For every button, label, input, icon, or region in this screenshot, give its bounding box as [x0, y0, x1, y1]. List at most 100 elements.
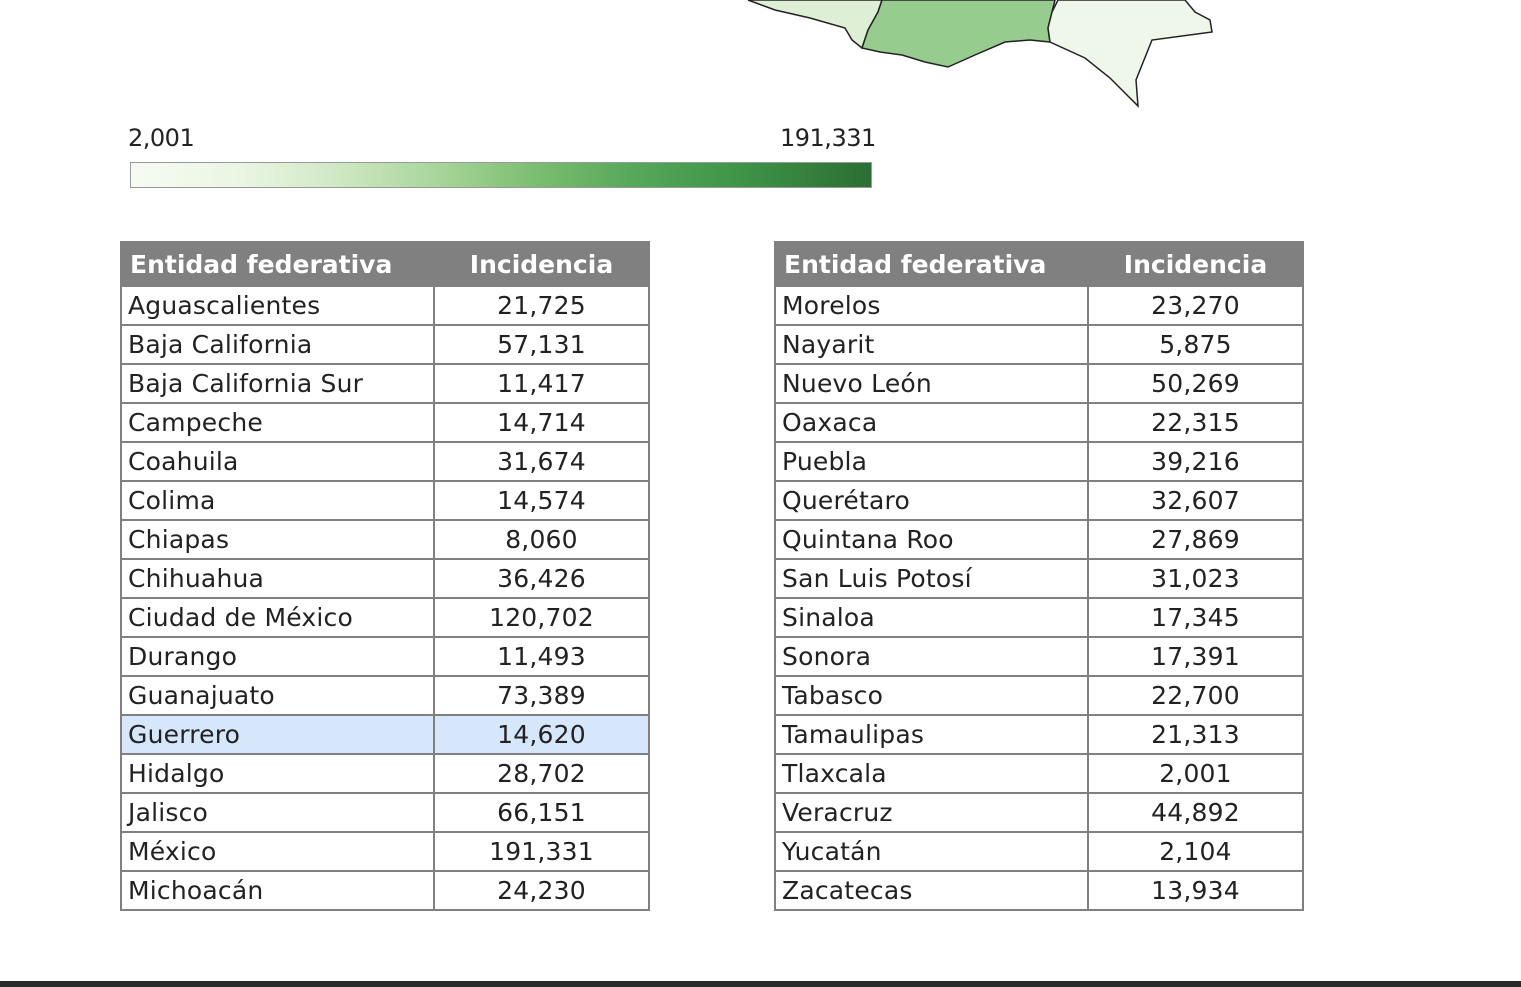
entity-name-cell[interactable]: Aguascalientes: [120, 285, 435, 326]
entity-name-cell[interactable]: Sonora: [774, 636, 1089, 677]
incidence-value-cell[interactable]: 11,417: [433, 363, 650, 404]
entity-name-cell[interactable]: Tabasco: [774, 675, 1089, 716]
incidence-value-cell[interactable]: 17,391: [1087, 636, 1304, 677]
entity-name-cell[interactable]: Nuevo León: [774, 363, 1089, 404]
table-row[interactable]: Sonora 17,391: [774, 636, 1304, 677]
legend-min-label: 2,001: [128, 124, 195, 152]
incidence-value-cell[interactable]: 11,493: [433, 636, 650, 677]
table-row[interactable]: Aguascalientes 21,725: [120, 285, 650, 326]
incidence-value-cell[interactable]: 50,269: [1087, 363, 1304, 404]
incidence-value-cell[interactable]: 21,725: [433, 285, 650, 326]
incidence-value-cell[interactable]: 66,151: [433, 792, 650, 833]
table-row[interactable]: Puebla 39,216: [774, 441, 1304, 482]
entity-name-cell[interactable]: Ciudad de México: [120, 597, 435, 638]
table-row[interactable]: Zacatecas 13,934: [774, 870, 1304, 911]
table-row[interactable]: Baja California 57,131: [120, 324, 650, 365]
table-row[interactable]: Baja California Sur 11,417: [120, 363, 650, 404]
incidence-value-cell[interactable]: 24,230: [433, 870, 650, 911]
table-row[interactable]: Morelos 23,270: [774, 285, 1304, 326]
entity-name-cell[interactable]: Querétaro: [774, 480, 1089, 521]
incidence-value-cell[interactable]: 27,869: [1087, 519, 1304, 560]
entity-name-cell[interactable]: Yucatán: [774, 831, 1089, 872]
table-row[interactable]: San Luis Potosí 31,023: [774, 558, 1304, 599]
incidence-value-cell[interactable]: 8,060: [433, 519, 650, 560]
incidence-value-cell[interactable]: 28,702: [433, 753, 650, 794]
incidence-value-cell[interactable]: 31,023: [1087, 558, 1304, 599]
table-header-row: Entidad federativa Incidencia: [120, 241, 650, 287]
table-row[interactable]: Colima 14,574: [120, 480, 650, 521]
entity-name-cell[interactable]: Puebla: [774, 441, 1089, 482]
table-row[interactable]: Guerrero 14,620: [120, 714, 650, 755]
table-row[interactable]: Quintana Roo 27,869: [774, 519, 1304, 560]
choropleth-map: [747, 0, 1213, 108]
table-row[interactable]: Tlaxcala 2,001: [774, 753, 1304, 794]
entity-name-cell[interactable]: Sinaloa: [774, 597, 1089, 638]
table-row[interactable]: Jalisco 66,151: [120, 792, 650, 833]
table-row[interactable]: Michoacán 24,230: [120, 870, 650, 911]
entity-name-cell[interactable]: Oaxaca: [774, 402, 1089, 443]
incidence-value-cell[interactable]: 2,001: [1087, 753, 1304, 794]
table-row[interactable]: Sinaloa 17,345: [774, 597, 1304, 638]
entity-name-cell[interactable]: Michoacán: [120, 870, 435, 911]
table-row[interactable]: Nayarit 5,875: [774, 324, 1304, 365]
entity-name-cell[interactable]: México: [120, 831, 435, 872]
entity-name-cell[interactable]: Colima: [120, 480, 435, 521]
table-row[interactable]: Chiapas 8,060: [120, 519, 650, 560]
entity-name-cell[interactable]: Chihuahua: [120, 558, 435, 599]
incidence-value-cell[interactable]: 13,934: [1087, 870, 1304, 911]
column-header-entity: Entidad federativa: [120, 241, 435, 287]
table-row[interactable]: Tabasco 22,700: [774, 675, 1304, 716]
incidence-value-cell[interactable]: 14,620: [433, 714, 650, 755]
incidence-value-cell[interactable]: 23,270: [1087, 285, 1304, 326]
table-row[interactable]: Veracruz 44,892: [774, 792, 1304, 833]
table-row[interactable]: Nuevo León 50,269: [774, 363, 1304, 404]
entity-name-cell[interactable]: Morelos: [774, 285, 1089, 326]
table-row[interactable]: México 191,331: [120, 831, 650, 872]
entity-name-cell[interactable]: Hidalgo: [120, 753, 435, 794]
incidence-value-cell[interactable]: 14,574: [433, 480, 650, 521]
entity-name-cell[interactable]: Baja California Sur: [120, 363, 435, 404]
table-row[interactable]: Hidalgo 28,702: [120, 753, 650, 794]
table-row[interactable]: Querétaro 32,607: [774, 480, 1304, 521]
incidence-value-cell[interactable]: 22,700: [1087, 675, 1304, 716]
incidence-value-cell[interactable]: 36,426: [433, 558, 650, 599]
entity-name-cell[interactable]: Tamaulipas: [774, 714, 1089, 755]
incidence-value-cell[interactable]: 5,875: [1087, 324, 1304, 365]
incidence-value-cell[interactable]: 14,714: [433, 402, 650, 443]
entity-name-cell[interactable]: Guanajuato: [120, 675, 435, 716]
entity-name-cell[interactable]: Baja California: [120, 324, 435, 365]
incidence-value-cell[interactable]: 32,607: [1087, 480, 1304, 521]
table-row[interactable]: Ciudad de México 120,702: [120, 597, 650, 638]
table-row[interactable]: Oaxaca 22,315: [774, 402, 1304, 443]
entity-name-cell[interactable]: Tlaxcala: [774, 753, 1089, 794]
incidence-value-cell[interactable]: 57,131: [433, 324, 650, 365]
table-row[interactable]: Campeche 14,714: [120, 402, 650, 443]
incidence-value-cell[interactable]: 31,674: [433, 441, 650, 482]
incidence-value-cell[interactable]: 120,702: [433, 597, 650, 638]
table-row[interactable]: Yucatán 2,104: [774, 831, 1304, 872]
entity-name-cell[interactable]: Campeche: [120, 402, 435, 443]
entity-name-cell[interactable]: Nayarit: [774, 324, 1089, 365]
incidence-value-cell[interactable]: 191,331: [433, 831, 650, 872]
table-row[interactable]: Durango 11,493: [120, 636, 650, 677]
entity-name-cell[interactable]: Veracruz: [774, 792, 1089, 833]
entity-name-cell[interactable]: San Luis Potosí: [774, 558, 1089, 599]
incidence-value-cell[interactable]: 2,104: [1087, 831, 1304, 872]
incidence-value-cell[interactable]: 21,313: [1087, 714, 1304, 755]
entity-name-cell[interactable]: Coahuila: [120, 441, 435, 482]
entity-name-cell[interactable]: Guerrero: [120, 714, 435, 755]
incidence-value-cell[interactable]: 44,892: [1087, 792, 1304, 833]
incidence-value-cell[interactable]: 73,389: [433, 675, 650, 716]
incidence-value-cell[interactable]: 22,315: [1087, 402, 1304, 443]
entity-name-cell[interactable]: Durango: [120, 636, 435, 677]
incidence-value-cell[interactable]: 17,345: [1087, 597, 1304, 638]
table-row[interactable]: Chihuahua 36,426: [120, 558, 650, 599]
entity-name-cell[interactable]: Chiapas: [120, 519, 435, 560]
entity-name-cell[interactable]: Zacatecas: [774, 870, 1089, 911]
entity-name-cell[interactable]: Quintana Roo: [774, 519, 1089, 560]
incidence-value-cell[interactable]: 39,216: [1087, 441, 1304, 482]
table-row[interactable]: Guanajuato 73,389: [120, 675, 650, 716]
table-row[interactable]: Coahuila 31,674: [120, 441, 650, 482]
table-row[interactable]: Tamaulipas 21,313: [774, 714, 1304, 755]
entity-name-cell[interactable]: Jalisco: [120, 792, 435, 833]
